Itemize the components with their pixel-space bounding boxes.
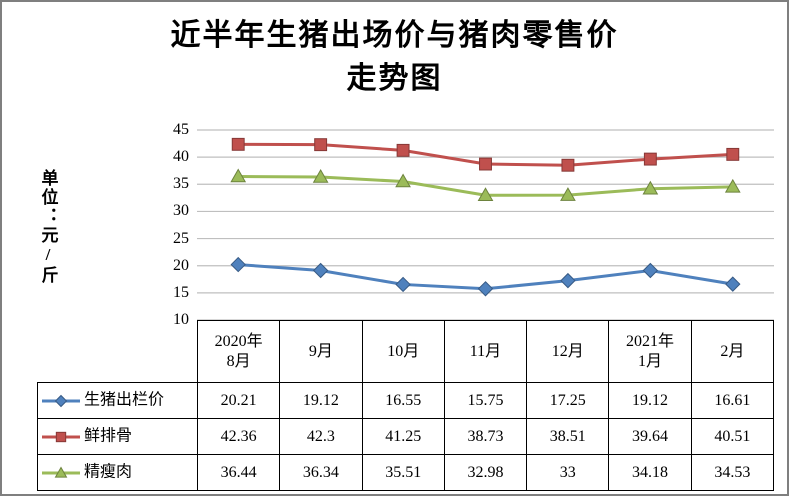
series-name-label: 精瘦肉 (84, 463, 133, 481)
series-legend-cell: 鲜排骨 (37, 418, 198, 455)
square-marker (231, 137, 245, 151)
value-cell: 39.64 (608, 418, 692, 455)
diamond-marker (230, 256, 246, 273)
diamond-marker (54, 394, 68, 407)
square-marker (479, 157, 492, 171)
diamond-marker (477, 281, 494, 297)
series-legend-cell: 生猪出栏价 (37, 382, 198, 419)
category-header-cell: 9月 (279, 320, 363, 383)
y-tick-label: 20 (173, 256, 189, 274)
category-header-cell: 2020年 8月 (196, 320, 281, 383)
value-cell: 19.12 (279, 382, 363, 419)
series-row: 生猪出栏价 20.21 19.12 16.55 15.75 17.25 19.12 16.61 (37, 382, 775, 419)
value-cell: 34.18 (608, 454, 692, 491)
value-cell: 17.25 (526, 382, 610, 419)
series-line (238, 174, 733, 197)
value-cell: 34.53 (690, 454, 775, 491)
value-cell: 16.61 (690, 382, 775, 419)
triangle-marker (395, 173, 411, 188)
value-cell: 38.51 (526, 418, 610, 455)
table-corner-cell (37, 320, 198, 383)
value-cell: 35.51 (361, 454, 445, 491)
diamond-marker (560, 272, 576, 289)
series-line (238, 263, 734, 291)
series-name-label: 生猪出栏价 (84, 391, 165, 409)
diamond-marker (312, 262, 329, 279)
value-cell: 16.55 (361, 382, 445, 419)
square-marker (643, 152, 657, 166)
y-tick-label: 40 (173, 148, 189, 166)
series-line (238, 142, 733, 167)
category-header-cell: 2021年 1月 (608, 320, 692, 383)
table-header-row: 2020年 8月 9月 10月 11月 12月 2021年 1月 2月 (37, 320, 775, 383)
value-cell: 15.75 (443, 382, 528, 419)
category-header-cell: 11月 (443, 320, 528, 383)
series-legend-icon (42, 431, 80, 442)
y-tick-label: 30 (173, 202, 189, 220)
chart-title: 近半年生猪出场价与猪肉零售价 走势图 (2, 14, 787, 100)
value-cell: 38.73 (443, 418, 528, 455)
square-marker (726, 147, 740, 161)
value-cell: 41.25 (361, 418, 445, 455)
triangle-marker (560, 187, 576, 201)
series-legend-icon (42, 394, 80, 407)
value-cell: 36.34 (279, 454, 363, 491)
triangle-marker (230, 168, 247, 183)
value-cell: 42.36 (196, 418, 281, 455)
chart-title-line1: 近半年生猪出场价与猪肉零售价 (170, 19, 619, 52)
y-axis-title: 单位：元/斤 (38, 169, 58, 285)
triangle-marker (477, 187, 494, 202)
square-marker (314, 138, 328, 152)
diamond-marker (642, 262, 659, 279)
y-tick-label: 25 (173, 229, 189, 247)
diamond-marker (725, 276, 741, 292)
data-table: 2020年 8月 9月 10月 11月 12月 2021年 1月 2月 生猪出栏价 20.21 1… (37, 320, 775, 491)
triangle-marker (54, 466, 68, 478)
value-cell: 36.44 (196, 454, 281, 491)
y-tick-label: 15 (173, 283, 189, 301)
triangle-marker (642, 180, 659, 195)
value-cell: 19.12 (608, 382, 692, 419)
square-marker (561, 158, 575, 172)
series-legend-cell: 精瘦肉 (37, 454, 198, 491)
series-legend-icon (42, 466, 80, 478)
triangle-marker (724, 178, 741, 193)
y-axis-tick-labels: 10 15 20 25 30 35 40 45 (2, 2, 189, 494)
triangle-marker (312, 169, 329, 183)
y-tick-label: 35 (173, 175, 189, 193)
category-header-cell: 12月 (526, 320, 610, 383)
square-marker (396, 143, 410, 157)
series-name-label: 鲜排骨 (84, 427, 133, 445)
value-cell: 32.98 (443, 454, 528, 491)
value-cell: 20.21 (196, 382, 281, 419)
diamond-marker (395, 276, 411, 293)
series-row: 精瘦肉 36.44 36.34 35.51 32.98 33 34.18 34.53 (37, 454, 775, 491)
value-cell: 42.3 (279, 418, 363, 455)
category-header-cell: 2月 (690, 320, 775, 383)
value-cell: 40.51 (690, 418, 775, 455)
category-header-cell: 10月 (361, 320, 445, 383)
chart-title-line2: 走势图 (346, 62, 443, 95)
y-tick-label: 45 (173, 121, 189, 138)
value-cell: 33 (526, 454, 610, 491)
series-row: 鲜排骨 42.36 42.3 41.25 38.73 38.51 39.64 40.51 (37, 418, 775, 455)
square-marker (55, 431, 67, 442)
